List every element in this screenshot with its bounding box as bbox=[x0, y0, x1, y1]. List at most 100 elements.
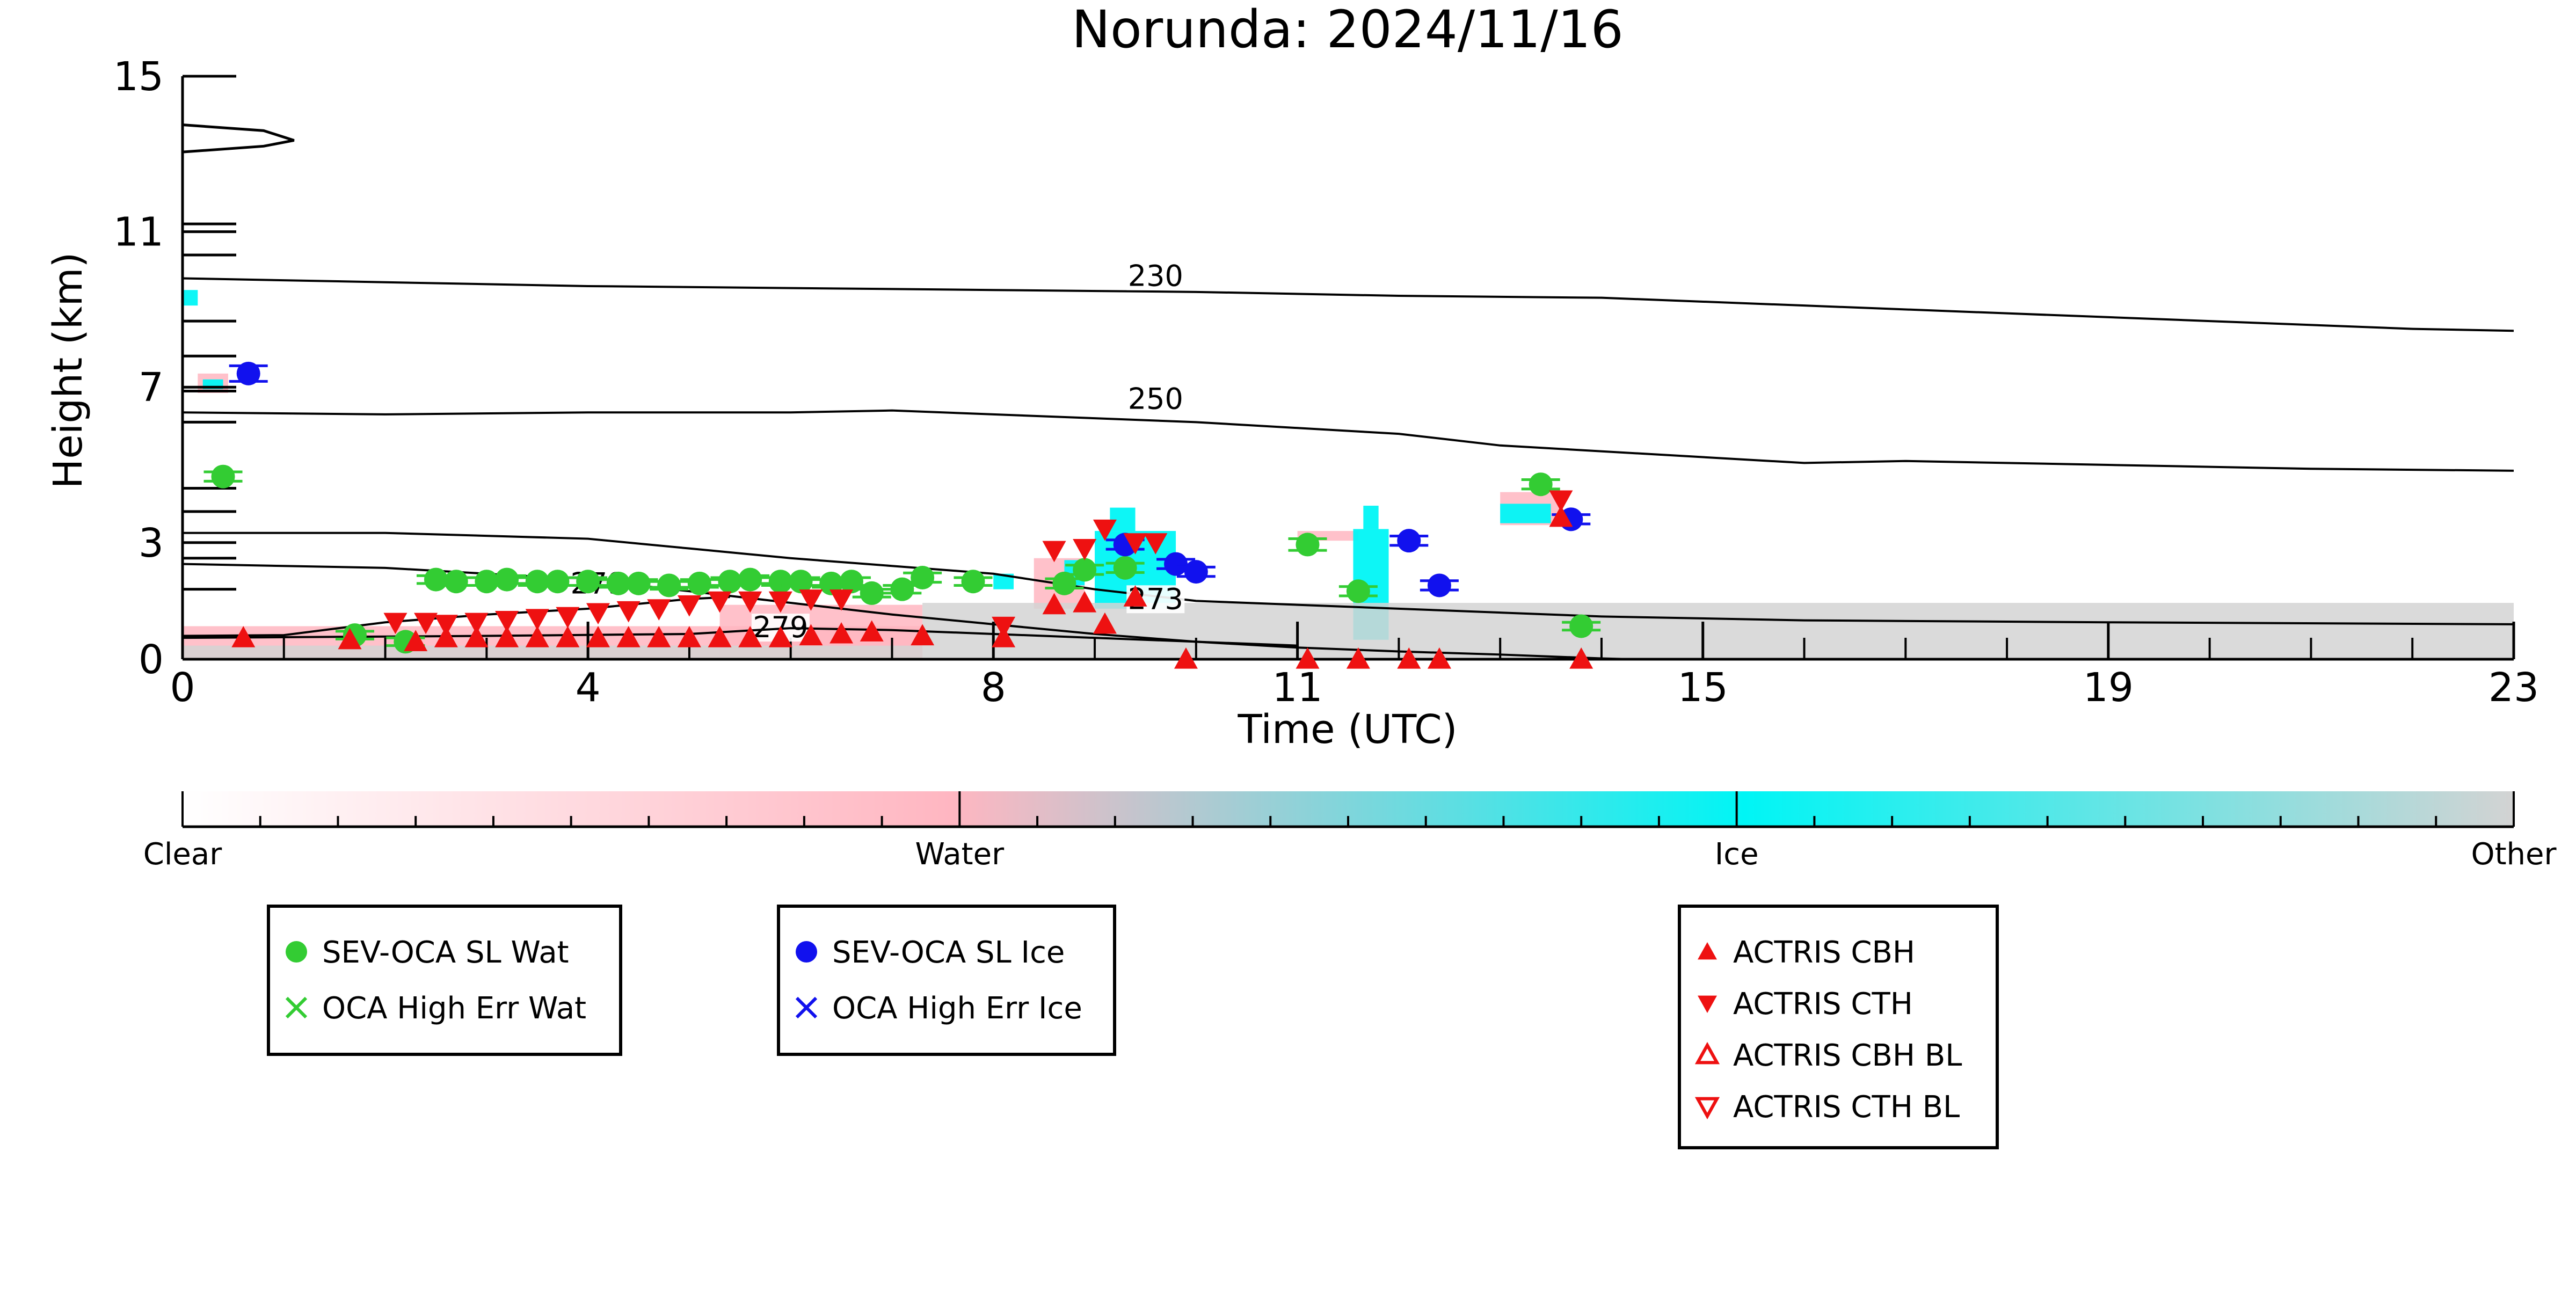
legend-entry: ACTRIS CBH bbox=[1733, 935, 1915, 970]
point-sev-oca-sl-ice bbox=[236, 361, 260, 385]
point-sev-oca-sl-wat bbox=[211, 464, 235, 489]
point-actris-cbh bbox=[799, 624, 823, 646]
point-sev-oca-sl-wat bbox=[1296, 533, 1320, 557]
point-sev-oca-sl-wat bbox=[525, 570, 549, 594]
point-actris-cth bbox=[1073, 539, 1097, 560]
point-actris-cth bbox=[829, 589, 854, 611]
point-sev-oca-sl-wat bbox=[444, 570, 468, 594]
legend-entry: ACTRIS CTH BL bbox=[1733, 1090, 1960, 1125]
point-actris-cbh bbox=[556, 626, 580, 647]
point-actris-cbh bbox=[1549, 505, 1573, 527]
legend-entry: SEV-OCA SL Wat bbox=[322, 935, 569, 970]
point-sev-oca-sl-wat bbox=[657, 573, 681, 597]
x-tick-label: 23 bbox=[2488, 665, 2539, 711]
point-actris-cbh bbox=[738, 626, 762, 647]
legend-box bbox=[777, 905, 1116, 1056]
point-actris-cbh bbox=[1346, 647, 1370, 669]
point-actris-cth bbox=[1549, 490, 1573, 512]
cloud-patch-other bbox=[922, 603, 2514, 659]
legend-marker-actris-cth-bl bbox=[1694, 1097, 1720, 1120]
point-sev-oca-sl-wat bbox=[768, 570, 792, 594]
legend-entry: OCA High Err Wat bbox=[322, 991, 586, 1026]
y-axis-label: Height (km) bbox=[45, 252, 91, 489]
cloud-patch-ice bbox=[1110, 507, 1136, 531]
colorbar-label: Ice bbox=[1715, 837, 1759, 872]
point-actris-cth bbox=[434, 615, 458, 636]
y-tick-label: 15 bbox=[113, 54, 164, 100]
point-actris-cbh bbox=[404, 630, 428, 652]
point-actris-cth bbox=[586, 603, 610, 625]
legend-marker-oca-high-err-ice-stroke bbox=[795, 996, 818, 1019]
point-actris-cth bbox=[708, 591, 732, 613]
point-sev-oca-sl-ice bbox=[1427, 573, 1451, 597]
x-tick-label: 15 bbox=[1678, 665, 1728, 711]
point-actris-cth bbox=[616, 601, 641, 623]
legend-marker-oca-high-err-ice bbox=[795, 996, 818, 1019]
colorbar: Clear Water Ice Other bbox=[143, 791, 2557, 872]
point-actris-cbh bbox=[464, 626, 489, 647]
point-sev-oca-sl-wat bbox=[1529, 472, 1553, 497]
legend-marker-sev-oca-sl-ice bbox=[796, 941, 817, 963]
point-actris-cth bbox=[414, 613, 438, 635]
point-actris-cbh bbox=[829, 622, 854, 644]
point-sev-oca-sl-wat bbox=[1346, 579, 1370, 603]
point-actris-cth bbox=[768, 591, 792, 613]
cloud-patch-other bbox=[183, 645, 923, 659]
legend-entry: ACTRIS CTH bbox=[1733, 987, 1913, 1022]
cloud-patch-ice bbox=[1500, 504, 1551, 523]
point-sev-oca-sl-wat bbox=[1113, 556, 1137, 580]
point-sev-oca-sl-wat bbox=[687, 571, 711, 595]
x-axis-label: Time (UTC) bbox=[1237, 706, 1457, 753]
point-actris-cbh bbox=[1397, 647, 1421, 669]
point-actris-cbh bbox=[1569, 647, 1593, 669]
point-sev-oca-sl-wat bbox=[545, 570, 570, 594]
point-actris-cth bbox=[525, 609, 549, 630]
point-actris-cbh bbox=[1174, 647, 1198, 669]
point-actris-cth bbox=[1093, 519, 1117, 541]
legend-marker-actris-cth bbox=[1698, 995, 1717, 1013]
legend-marker-actris-cbh bbox=[1698, 942, 1717, 960]
isotherm-label: 250 bbox=[1128, 382, 1183, 416]
point-sev-oca-sl-wat bbox=[424, 567, 448, 592]
point-sev-oca-sl-wat bbox=[606, 571, 630, 595]
point-actris-cbh bbox=[1093, 612, 1117, 634]
point-sev-oca-sl-wat bbox=[495, 567, 519, 592]
y-tick-label: 7 bbox=[139, 365, 164, 411]
isotherm-line bbox=[183, 531, 2514, 625]
cloud-patch-ice bbox=[1363, 506, 1379, 529]
x-tick-label: 0 bbox=[170, 665, 195, 711]
point-sev-oca-sl-wat bbox=[738, 567, 762, 592]
point-actris-cth bbox=[738, 591, 762, 613]
point-actris-cth bbox=[1144, 533, 1168, 555]
point-sev-oca-sl-wat bbox=[627, 571, 651, 595]
point-actris-cth bbox=[1123, 533, 1147, 555]
legend-marker-oca-high-err-wat-stroke bbox=[285, 996, 308, 1019]
isotherm-label-bg bbox=[1126, 385, 1185, 413]
point-actris-cbh bbox=[586, 626, 610, 647]
legend-entry: OCA High Err Ice bbox=[832, 991, 1082, 1026]
colorbar-label: Other bbox=[2471, 837, 2557, 872]
point-sev-oca-sl-wat bbox=[475, 570, 499, 594]
point-actris-cth bbox=[1042, 541, 1066, 563]
point-sev-oca-sl-ice bbox=[1184, 560, 1208, 584]
y-tick-label: 11 bbox=[113, 209, 164, 256]
point-sev-oca-sl-wat bbox=[839, 570, 863, 594]
point-actris-cbh bbox=[1042, 593, 1066, 615]
point-actris-cbh bbox=[860, 620, 884, 642]
point-sev-oca-sl-wat bbox=[789, 570, 813, 594]
point-sev-oca-sl-wat bbox=[1052, 571, 1076, 595]
point-sev-oca-sl-ice bbox=[1397, 529, 1421, 553]
point-sev-oca-sl-wat bbox=[1073, 558, 1097, 582]
point-actris-cbh bbox=[708, 626, 732, 647]
point-actris-cbh bbox=[677, 626, 701, 647]
cloud-patch-ice bbox=[183, 290, 198, 306]
point-actris-cth bbox=[464, 613, 489, 635]
point-sev-oca-sl-wat bbox=[860, 581, 884, 605]
point-actris-cbh bbox=[768, 626, 792, 647]
point-actris-cbh bbox=[911, 624, 935, 646]
isotherm-label: 230 bbox=[1128, 259, 1183, 293]
legend-entry: ACTRIS CBH BL bbox=[1733, 1038, 1962, 1073]
point-actris-cbh bbox=[647, 626, 671, 647]
point-actris-cbh bbox=[1123, 585, 1147, 607]
